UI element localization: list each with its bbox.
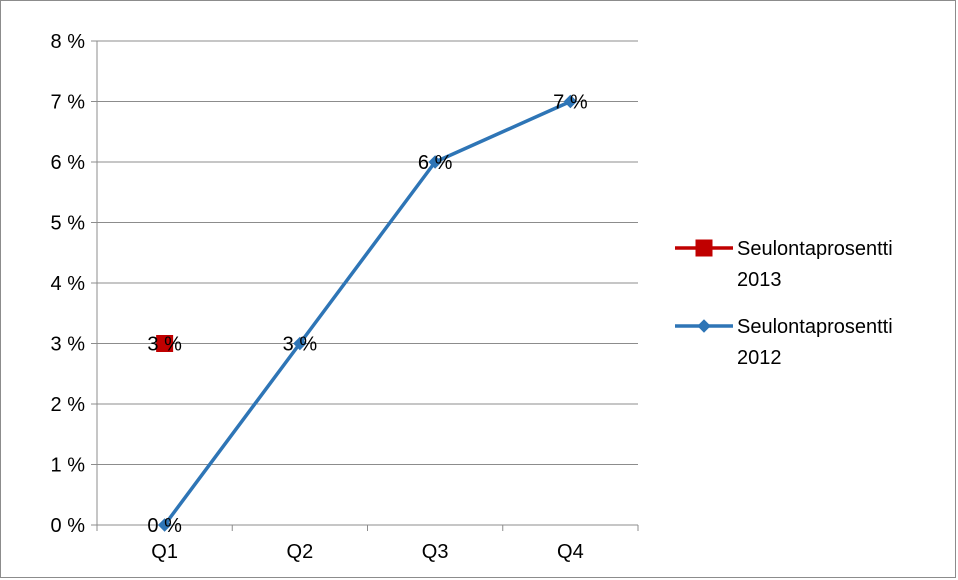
series-marker-square bbox=[695, 239, 713, 257]
legend: Seulontaprosentti 2013 Seulontaprosentti 20… bbox=[675, 238, 893, 369]
legend-label: Seulontaprosentti bbox=[737, 238, 893, 260]
series-marker-diamond bbox=[293, 336, 307, 351]
series-marker-diamond bbox=[563, 94, 578, 109]
series-marker-diamond bbox=[428, 155, 442, 169]
series-marker-diamond bbox=[157, 518, 172, 532]
y-tick-label: 1 % bbox=[51, 455, 86, 477]
y-tick-label: 3 % bbox=[51, 334, 86, 356]
gridlines bbox=[97, 40, 638, 465]
y-tick-label: 6 % bbox=[51, 152, 86, 174]
x-tick-label: Q1 bbox=[151, 541, 178, 563]
x-axis-ticks: Q1 Q2 Q3 Q4 bbox=[96, 525, 639, 563]
y-tick-label: 2 % bbox=[51, 394, 86, 416]
series-marker-square bbox=[156, 335, 174, 352]
y-axis-ticks: 0 % 1 % 2 % 3 % 4 % 5 % 6 % 7 % 8 % bbox=[51, 31, 97, 537]
legend-label: 2012 bbox=[737, 347, 782, 369]
y-tick-label: 0 % bbox=[51, 515, 86, 537]
data-label: 3 % bbox=[147, 334, 182, 356]
series-marker-diamond bbox=[697, 319, 711, 333]
y-tick-label: 8 % bbox=[51, 31, 86, 53]
legend-entry: Seulontaprosentti 2013 bbox=[675, 238, 893, 291]
data-label: 0 % bbox=[147, 515, 182, 537]
data-labels: 3 % 0 % 3 % 6 % 7 % bbox=[147, 92, 587, 538]
y-tick-label: 5 % bbox=[51, 213, 86, 235]
data-label: 7 % bbox=[553, 92, 588, 114]
data-label: 3 % bbox=[283, 334, 318, 356]
x-tick-label: Q2 bbox=[287, 541, 314, 563]
legend-label: 2013 bbox=[737, 269, 782, 291]
y-tick-label: 7 % bbox=[51, 92, 86, 114]
x-tick-label: Q3 bbox=[422, 541, 449, 563]
series-line bbox=[163, 99, 572, 527]
legend-entry: Seulontaprosentti 2012 bbox=[675, 316, 893, 369]
data-label: 6 % bbox=[418, 152, 453, 174]
series-layer bbox=[156, 94, 578, 532]
x-tick-label: Q4 bbox=[557, 541, 584, 563]
y-tick-label: 4 % bbox=[51, 273, 86, 295]
legend-label: Seulontaprosentti bbox=[737, 316, 893, 338]
